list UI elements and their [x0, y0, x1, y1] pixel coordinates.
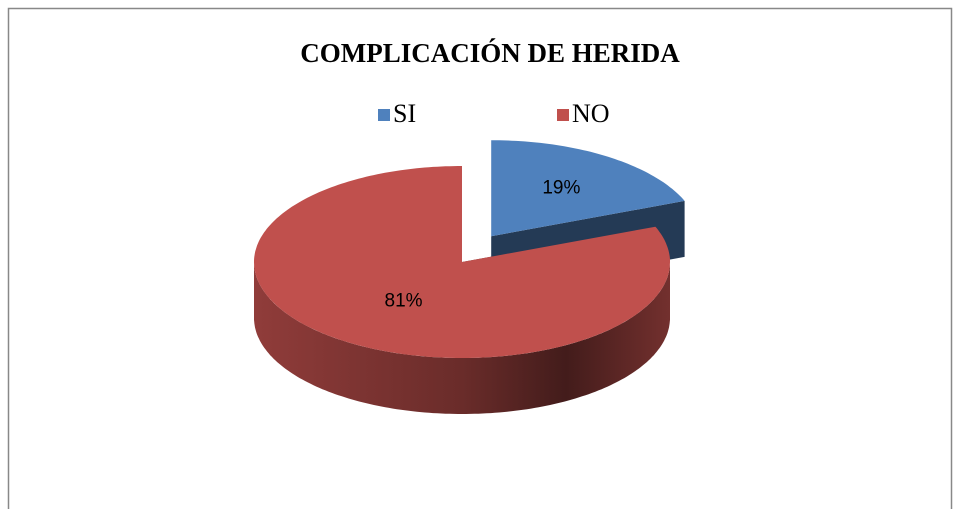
legend-swatch: [557, 109, 569, 121]
chart-title: COMPLICACIÓN DE HERIDA: [300, 38, 680, 68]
legend-label: SI: [393, 99, 416, 128]
slice-side: [254, 262, 670, 414]
slice: [254, 166, 670, 358]
slice: [491, 140, 685, 237]
data-label: 19%: [542, 178, 580, 199]
data-label: 81%: [385, 291, 423, 312]
legend-label: NO: [572, 99, 610, 128]
legend-swatch: [378, 109, 390, 121]
